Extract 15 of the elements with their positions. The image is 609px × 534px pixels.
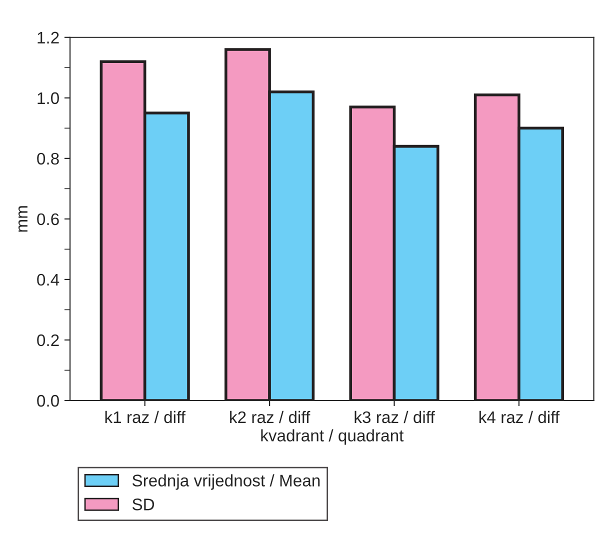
x-tick-label: k3 raz / diff xyxy=(354,410,435,424)
legend-label: SD xyxy=(132,498,154,510)
y-tick-label: 0.4 xyxy=(37,274,60,286)
y-tick-label: 0.0 xyxy=(37,394,59,407)
x-tick-label: k4 raz / diff xyxy=(479,410,560,424)
x-axis-title: kvadrant / quadrant xyxy=(261,429,404,445)
y-tick-label: 1.0 xyxy=(38,92,59,104)
y-tick-label: 0.2 xyxy=(37,334,59,346)
y-tick-label: 0.6 xyxy=(37,213,59,226)
x-tick-label: k2 raz / diff xyxy=(230,410,310,424)
x-tick-label: k1 raz / diff xyxy=(105,410,186,424)
y-tick-label: 0.8 xyxy=(37,152,59,165)
y-axis-title: mm xyxy=(18,206,28,232)
legend-label: Srednja vrijednost / Mean xyxy=(132,474,320,490)
y-tick-label: 1.2 xyxy=(38,32,59,44)
